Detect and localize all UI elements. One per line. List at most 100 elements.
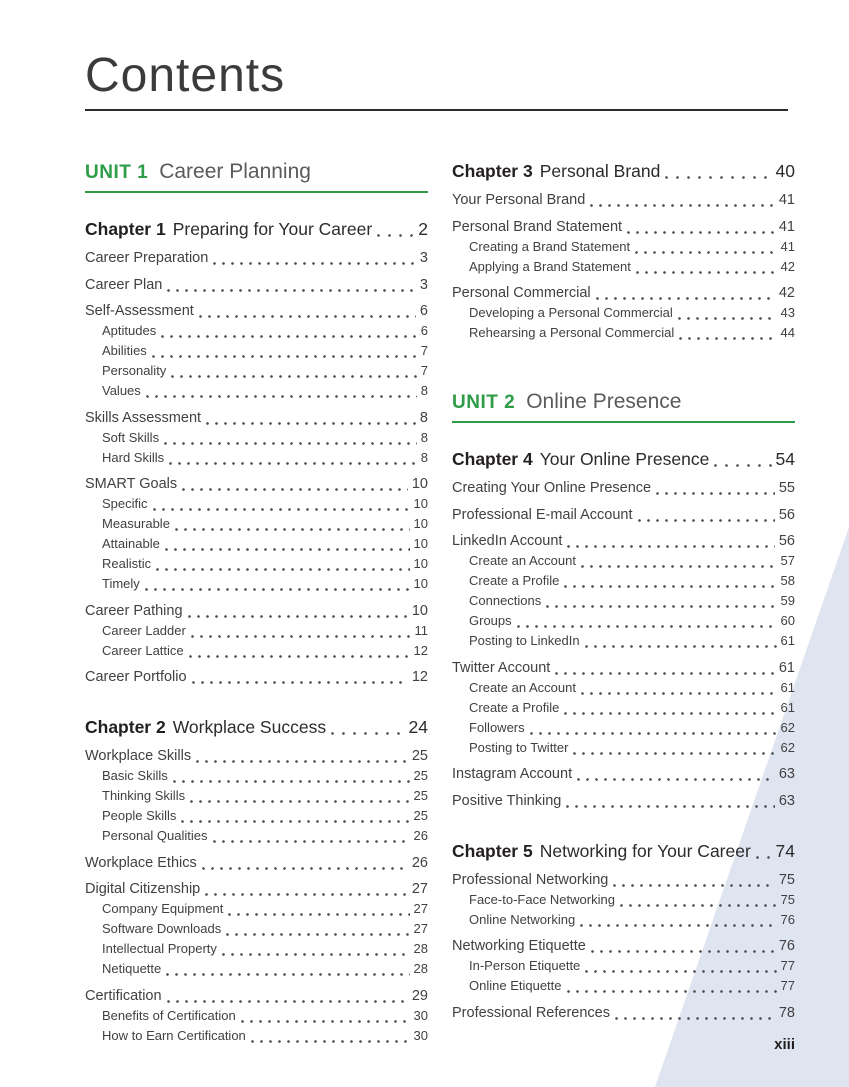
chapter-label: Chapter 4	[452, 449, 533, 469]
entry-title: Specific	[102, 496, 148, 511]
dot-leader	[564, 711, 777, 715]
dot-leader	[181, 820, 410, 823]
page-ref: 27	[411, 881, 428, 897]
page-ref: 41	[778, 192, 795, 208]
unit-heading: UNIT 1 Career Planning	[85, 160, 428, 193]
entry-title: Creating Your Online Presence	[452, 480, 652, 496]
entry-title: Create a Profile	[469, 699, 560, 715]
dot-leader	[196, 760, 408, 763]
toc-entry: Creating Your Online Presence 55	[452, 478, 795, 498]
dot-leader	[164, 548, 410, 551]
entry-title: Personality	[102, 363, 167, 378]
toc-subentry: Realistic 10	[85, 554, 428, 574]
dot-leader	[174, 528, 410, 531]
toc-entry: Digital Citizenship 27	[85, 879, 428, 899]
toc-entry: Instagram Account 63	[452, 764, 795, 784]
page-ref: 8	[420, 429, 428, 445]
toc-subentry: Face-to-Face Networking 75	[452, 890, 795, 910]
unit-label: UNIT 1	[85, 162, 149, 183]
dot-leader	[152, 508, 410, 511]
dot-leader	[166, 973, 410, 976]
page-ref: 10	[411, 602, 428, 619]
entry-title: Face-to-Face Networking	[469, 891, 615, 907]
page-ref: 54	[775, 449, 795, 469]
page-ref: 8	[420, 383, 428, 398]
entry-title: Developing a Personal Commercial	[469, 305, 673, 320]
toc-subentry: Career Lattice 12	[85, 641, 428, 661]
entry-title: Applying a Brand Statement	[469, 258, 631, 274]
toc-subentry: Software Downloads 27	[85, 919, 428, 939]
dot-leader	[188, 654, 410, 658]
dot-leader	[755, 855, 772, 859]
toc-entry: Your Personal Brand 41	[452, 190, 795, 210]
page-ref: 77	[780, 978, 795, 993]
dot-leader	[226, 933, 410, 936]
page-ref: 25	[411, 748, 428, 764]
entry-title: Realistic	[102, 556, 152, 571]
dot-leader	[198, 315, 416, 318]
dot-leader	[564, 585, 777, 588]
dot-leader	[377, 234, 415, 237]
page-ref: 6	[419, 303, 428, 319]
toc-subentry: Netiquette 28	[85, 959, 428, 979]
page-ref: 63	[778, 792, 795, 809]
page-ref: 30	[413, 1027, 428, 1043]
page-ref: 3	[419, 250, 428, 266]
chapter-row: Chapter 1 Preparing for Your Career 2	[85, 218, 428, 241]
entry-title: Posting to Twitter	[469, 739, 569, 755]
toc-subentry: Followers 62	[452, 718, 795, 738]
toc-entry: Self-Assessment 6	[85, 301, 428, 321]
toc-subentry: Abilities 7	[85, 341, 428, 361]
page-ref: 30	[413, 1007, 428, 1023]
toc-subentry: Values 8	[85, 381, 428, 401]
chapter-row: Chapter 4 Your Online Presence 54	[452, 448, 795, 471]
page-ref: 10	[413, 536, 428, 551]
dot-leader	[580, 923, 777, 927]
dot-leader	[164, 441, 417, 445]
chapter-label: Chapter 2	[85, 717, 166, 737]
page-ref: 75	[780, 891, 795, 907]
dot-leader	[169, 461, 417, 465]
chapter-title: Preparing for Your Career	[172, 219, 373, 239]
unit-heading: UNIT 2 Online Presence	[452, 390, 795, 423]
entry-title: Soft Skills	[102, 429, 160, 445]
dot-leader	[679, 337, 777, 340]
page-ref: 58	[780, 573, 795, 588]
page-ref: 61	[780, 679, 795, 695]
toc-subentry: Connections 59	[452, 591, 795, 611]
entry-title: Professional References	[452, 1004, 610, 1021]
chapter-row: Chapter 2 Workplace Success 24	[85, 716, 428, 739]
chapter-label: Chapter 3	[452, 161, 533, 181]
entry-title: Netiquette	[102, 961, 162, 976]
page-ref: 43	[780, 305, 795, 320]
dot-leader	[665, 176, 772, 179]
unit-title: Career Planning	[159, 160, 311, 183]
entry-title: Aptitudes	[102, 323, 157, 338]
dot-leader	[566, 804, 775, 808]
toc-subentry: Applying a Brand Statement 42	[452, 257, 795, 277]
entry-title: Benefits of Certification	[102, 1007, 236, 1023]
page-ref: 10	[411, 476, 428, 492]
toc-subentry: Posting to Twitter 62	[452, 738, 795, 758]
page-ref: 10	[413, 496, 428, 511]
toc-subentry: Creating a Brand Statement 41	[452, 237, 795, 257]
toc-subentry: In-Person Etiquette 77	[452, 956, 795, 976]
entry-title: In-Person Etiquette	[469, 958, 581, 973]
toc-subentry: Company Equipment 27	[85, 899, 428, 919]
entry-title: Digital Citizenship	[85, 881, 201, 897]
entry-title: Create an Account	[469, 553, 576, 568]
entry-title: Company Equipment	[102, 901, 224, 916]
dot-leader	[171, 375, 417, 378]
page-ref: 8	[419, 409, 428, 426]
page-ref: 25	[413, 788, 428, 803]
page-ref: 8	[420, 449, 428, 465]
dot-leader	[151, 355, 417, 358]
entry-title: Timely	[102, 576, 140, 591]
toc-entry: Personal Brand Statement 41	[452, 217, 795, 237]
page-ref: 55	[778, 480, 795, 496]
toc-subentry: Attainable 10	[85, 534, 428, 554]
toc-entry: Professional References 78	[452, 1003, 795, 1023]
page-ref: 26	[413, 828, 428, 843]
entry-title: Rehearsing a Personal Commercial	[469, 325, 675, 340]
page-ref: 27	[413, 901, 428, 916]
